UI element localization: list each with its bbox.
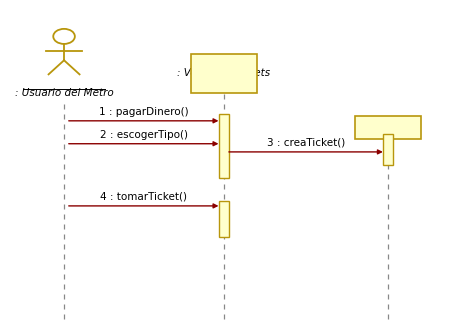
Text: 1 : pagarDinero(): 1 : pagarDinero(): [99, 107, 189, 117]
Bar: [383, 134, 393, 165]
Text: 4 : tomarTicket(): 4 : tomarTicket(): [100, 192, 187, 202]
Text: : Ticket: : Ticket: [369, 122, 407, 132]
Text: 3 : creaTicket(): 3 : creaTicket(): [267, 138, 345, 148]
Text: : Venta de Tickets: : Venta de Tickets: [177, 68, 270, 79]
Text: 2 : escogerTipo(): 2 : escogerTipo(): [100, 130, 188, 140]
Bar: [219, 114, 229, 178]
Bar: [219, 201, 229, 237]
Text: : Usuario del Metro: : Usuario del Metro: [15, 88, 113, 98]
Bar: [355, 116, 421, 139]
Bar: [191, 54, 256, 93]
